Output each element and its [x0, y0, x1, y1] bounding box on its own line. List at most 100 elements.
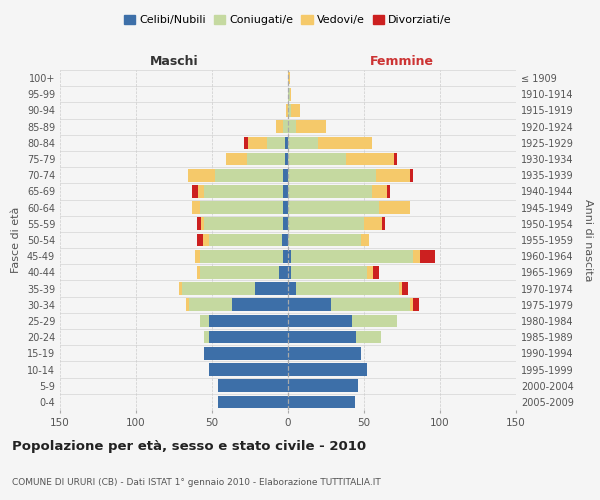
- Bar: [232, 298, 288, 311]
- Bar: [205, 347, 288, 360]
- Bar: [186, 298, 189, 311]
- Bar: [394, 152, 397, 166]
- Bar: [248, 136, 267, 149]
- Bar: [205, 218, 283, 230]
- Bar: [288, 152, 346, 166]
- Bar: [192, 185, 199, 198]
- Bar: [288, 266, 291, 278]
- Bar: [283, 202, 288, 214]
- Bar: [288, 120, 296, 133]
- Bar: [364, 218, 382, 230]
- Bar: [200, 314, 209, 328]
- Bar: [282, 234, 288, 246]
- Bar: [352, 314, 397, 328]
- Bar: [218, 380, 288, 392]
- Bar: [197, 266, 200, 278]
- Bar: [209, 234, 282, 246]
- Bar: [288, 331, 356, 344]
- Bar: [361, 234, 368, 246]
- Bar: [288, 234, 361, 246]
- Bar: [410, 298, 413, 311]
- Bar: [288, 88, 290, 101]
- Bar: [226, 152, 247, 166]
- Bar: [288, 314, 352, 328]
- Bar: [331, 298, 410, 311]
- Bar: [288, 396, 355, 408]
- Bar: [202, 218, 205, 230]
- Bar: [247, 152, 285, 166]
- Bar: [371, 185, 387, 198]
- Bar: [182, 282, 254, 295]
- Bar: [276, 120, 283, 133]
- Bar: [283, 218, 288, 230]
- Bar: [209, 314, 288, 328]
- Bar: [296, 120, 326, 133]
- Bar: [413, 298, 419, 311]
- Bar: [197, 218, 202, 230]
- Bar: [319, 136, 371, 149]
- Bar: [288, 185, 371, 198]
- Bar: [244, 136, 248, 149]
- Bar: [285, 136, 288, 149]
- Bar: [197, 234, 203, 246]
- Bar: [291, 250, 413, 262]
- Bar: [288, 282, 296, 295]
- Bar: [376, 169, 410, 181]
- Bar: [288, 380, 358, 392]
- Bar: [254, 282, 288, 295]
- Bar: [215, 169, 283, 181]
- Bar: [285, 152, 288, 166]
- Bar: [209, 331, 288, 344]
- Bar: [283, 169, 288, 181]
- Bar: [279, 266, 288, 278]
- Bar: [286, 104, 288, 117]
- Bar: [288, 250, 291, 262]
- Bar: [200, 202, 283, 214]
- Bar: [218, 396, 288, 408]
- Bar: [288, 347, 361, 360]
- Bar: [288, 169, 376, 181]
- Bar: [283, 185, 288, 198]
- Bar: [367, 266, 373, 278]
- Y-axis label: Anni di nascita: Anni di nascita: [583, 198, 593, 281]
- Bar: [288, 136, 319, 149]
- Bar: [200, 250, 283, 262]
- Bar: [205, 185, 283, 198]
- Bar: [373, 266, 379, 278]
- Text: Maschi: Maschi: [149, 55, 199, 68]
- Bar: [267, 136, 285, 149]
- Bar: [291, 266, 367, 278]
- Bar: [290, 88, 291, 101]
- Text: Femmine: Femmine: [370, 55, 434, 68]
- Bar: [379, 202, 410, 214]
- Bar: [199, 185, 205, 198]
- Bar: [288, 218, 364, 230]
- Bar: [382, 218, 385, 230]
- Bar: [192, 202, 200, 214]
- Bar: [288, 298, 331, 311]
- Bar: [387, 185, 390, 198]
- Bar: [402, 282, 408, 295]
- Bar: [413, 250, 420, 262]
- Bar: [188, 169, 215, 181]
- Bar: [288, 72, 290, 85]
- Bar: [283, 120, 288, 133]
- Bar: [288, 202, 379, 214]
- Bar: [288, 104, 291, 117]
- Bar: [296, 282, 399, 295]
- Y-axis label: Fasce di età: Fasce di età: [11, 207, 21, 273]
- Text: COMUNE DI URURI (CB) - Dati ISTAT 1° gennaio 2010 - Elaborazione TUTTITALIA.IT: COMUNE DI URURI (CB) - Dati ISTAT 1° gen…: [12, 478, 381, 487]
- Text: Popolazione per età, sesso e stato civile - 2010: Popolazione per età, sesso e stato civil…: [12, 440, 366, 453]
- Bar: [189, 298, 232, 311]
- Bar: [283, 250, 288, 262]
- Legend: Celibi/Nubili, Coniugati/e, Vedovi/e, Divorziati/e: Celibi/Nubili, Coniugati/e, Vedovi/e, Di…: [120, 10, 456, 30]
- Bar: [195, 250, 200, 262]
- Bar: [399, 282, 402, 295]
- Bar: [288, 363, 367, 376]
- Bar: [205, 331, 209, 344]
- Bar: [420, 250, 436, 262]
- Bar: [200, 266, 279, 278]
- Bar: [291, 104, 300, 117]
- Bar: [410, 169, 413, 181]
- Bar: [179, 282, 182, 295]
